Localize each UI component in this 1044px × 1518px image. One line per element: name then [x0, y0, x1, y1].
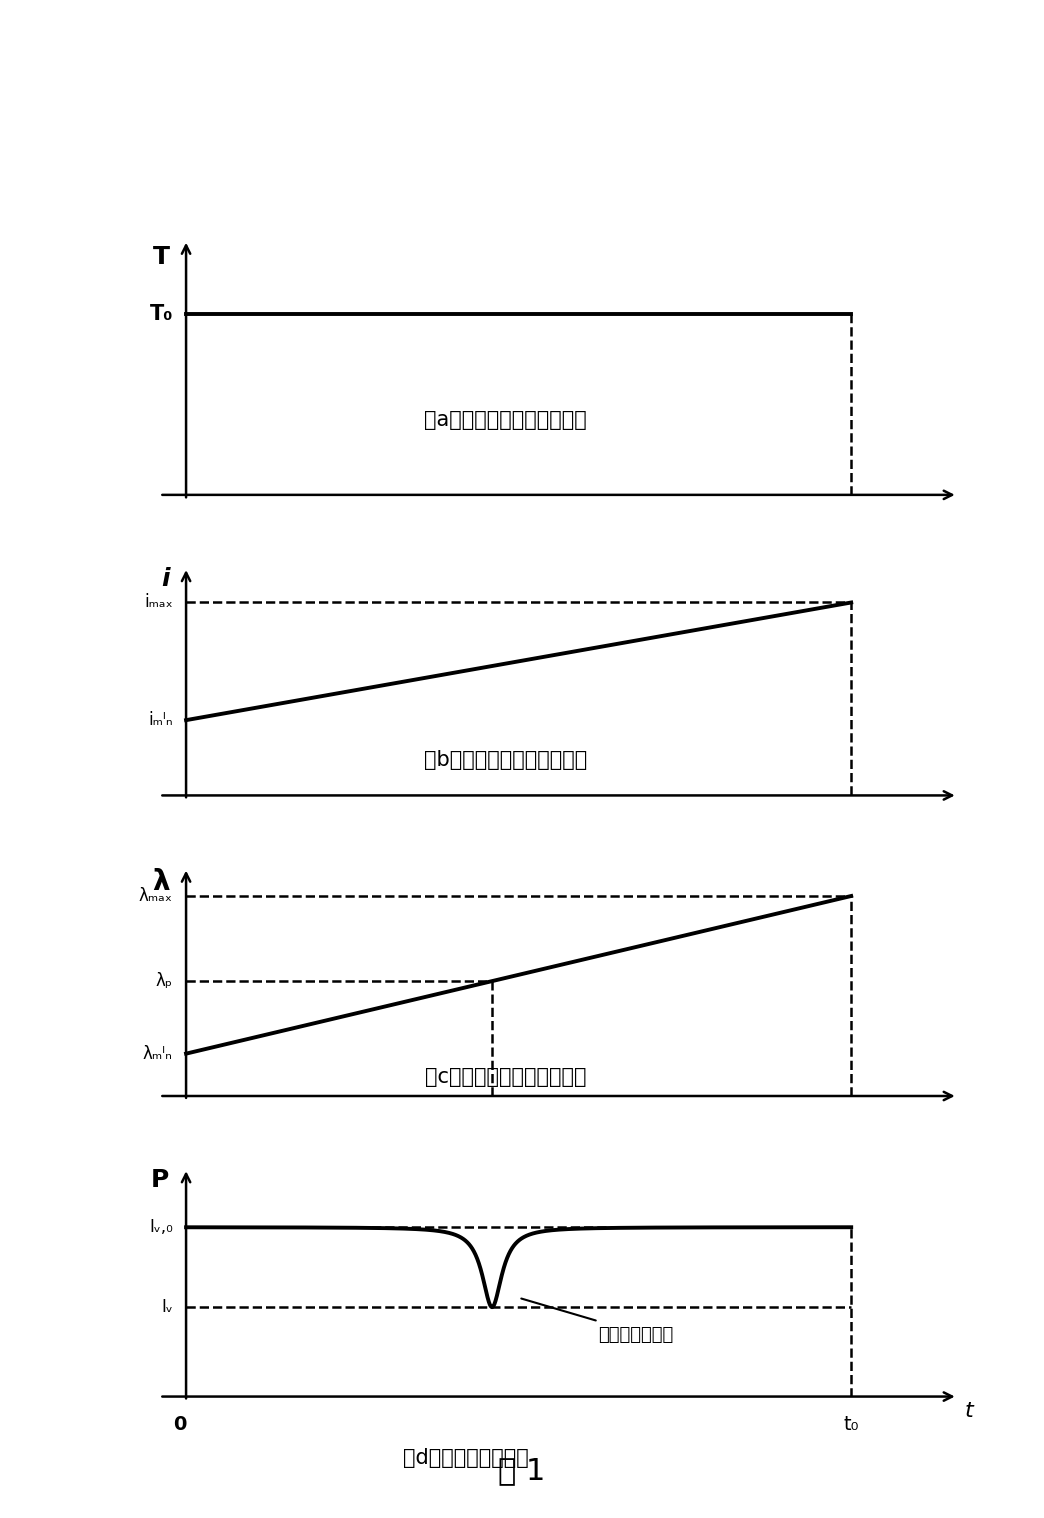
- Text: λₘᴵₙ: λₘᴵₙ: [143, 1044, 172, 1063]
- Text: λ: λ: [152, 868, 169, 896]
- Text: 气体某吸收谱线: 气体某吸收谱线: [598, 1327, 673, 1343]
- Text: λₘₐₓ: λₘₐₓ: [139, 887, 172, 905]
- Text: Iᵥ,₀: Iᵥ,₀: [149, 1217, 172, 1236]
- Text: 图 1: 图 1: [498, 1456, 546, 1486]
- Text: i: i: [161, 568, 169, 591]
- Text: P: P: [151, 1169, 169, 1192]
- Text: t: t: [965, 1401, 973, 1421]
- Text: Iᵥ: Iᵥ: [161, 1298, 172, 1316]
- Text: iₘₐₓ: iₘₐₓ: [144, 594, 172, 612]
- Text: λₚ: λₚ: [156, 972, 172, 990]
- Text: T: T: [152, 246, 169, 269]
- Text: T₀: T₀: [149, 304, 172, 325]
- Text: iₘᴵₙ: iₘᴵₙ: [148, 710, 172, 729]
- Text: t₀: t₀: [844, 1415, 859, 1435]
- Text: （d）探测到的光强度: （d）探测到的光强度: [403, 1448, 528, 1468]
- Text: （a）工作温度随时间的变化: （a）工作温度随时间的变化: [424, 410, 587, 431]
- Text: （b）工作电流随时间的变化: （b）工作电流随时间的变化: [424, 750, 587, 770]
- Text: （c）工作波长随时间的变化: （c）工作波长随时间的变化: [425, 1067, 586, 1087]
- Text: 0: 0: [172, 1415, 186, 1435]
